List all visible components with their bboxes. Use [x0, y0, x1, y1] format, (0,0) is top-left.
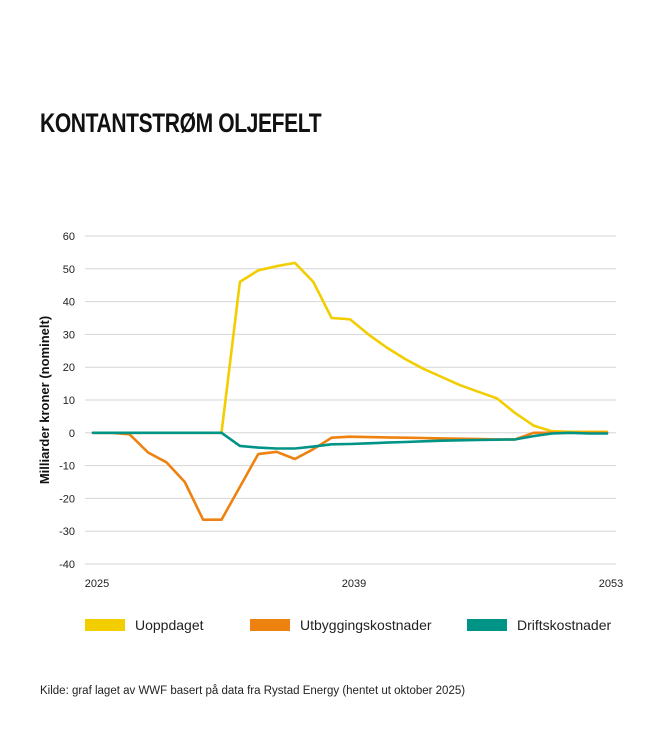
series-line-driftskostnader — [91, 431, 609, 450]
y-tick-label: 40 — [63, 297, 75, 309]
y-tick-label: -10 — [59, 461, 75, 473]
y-axis-ticks: 60 50 40 30 20 10 0 -10 -20 -30 -40 — [59, 231, 75, 571]
y-tick-label: -30 — [59, 526, 75, 538]
legend-label-driftskostnader: Driftskostnader — [517, 617, 612, 633]
series-line-utbyggingskostnader — [91, 431, 609, 522]
series-lines — [91, 261, 609, 522]
x-tick-label: 2025 — [85, 578, 109, 590]
y-tick-label: -20 — [59, 493, 75, 505]
y-tick-label: 60 — [63, 231, 75, 243]
y-tick-label: 0 — [69, 428, 75, 440]
legend-swatch-driftskostnader — [467, 619, 507, 631]
legend-label-utbyggingskostnader: Utbyggingskostnader — [300, 617, 432, 633]
chart-title: KONTANTSTRØM OLJEFELT — [40, 108, 322, 138]
y-tick-label: 20 — [63, 362, 75, 374]
series-line-uoppdaget — [91, 261, 609, 435]
line-chart: 60 50 40 30 20 10 0 -10 -20 -30 -40 2025 2039 2053 M… — [37, 231, 623, 590]
legend-swatch-utbyggingskostnader — [250, 619, 290, 631]
gridlines — [85, 235, 616, 565]
legend-item-driftskostnader: Driftskostnader — [467, 617, 611, 633]
y-tick-label: 30 — [63, 329, 75, 341]
legend-label-uoppdaget: Uoppdaget — [135, 617, 204, 633]
y-tick-label: 10 — [63, 395, 75, 407]
legend-item-utbyggingskostnader: Utbyggingskostnader — [250, 617, 432, 633]
y-axis-label: Milliarder kroner (nominelt) — [37, 316, 52, 484]
legend-item-uoppdaget: Uoppdaget — [85, 617, 204, 633]
legend-swatch-uoppdaget — [85, 619, 125, 631]
x-tick-label: 2053 — [599, 578, 623, 590]
y-tick-label: -40 — [59, 559, 75, 571]
source-note: Kilde: graf laget av WWF basert på data … — [40, 685, 466, 697]
y-tick-label: 50 — [63, 264, 75, 276]
legend: Uoppdaget Utbyggingskostnader Driftskost… — [0, 617, 656, 637]
x-tick-label: 2039 — [342, 578, 366, 590]
x-axis-ticks: 2025 2039 2053 — [85, 578, 623, 590]
